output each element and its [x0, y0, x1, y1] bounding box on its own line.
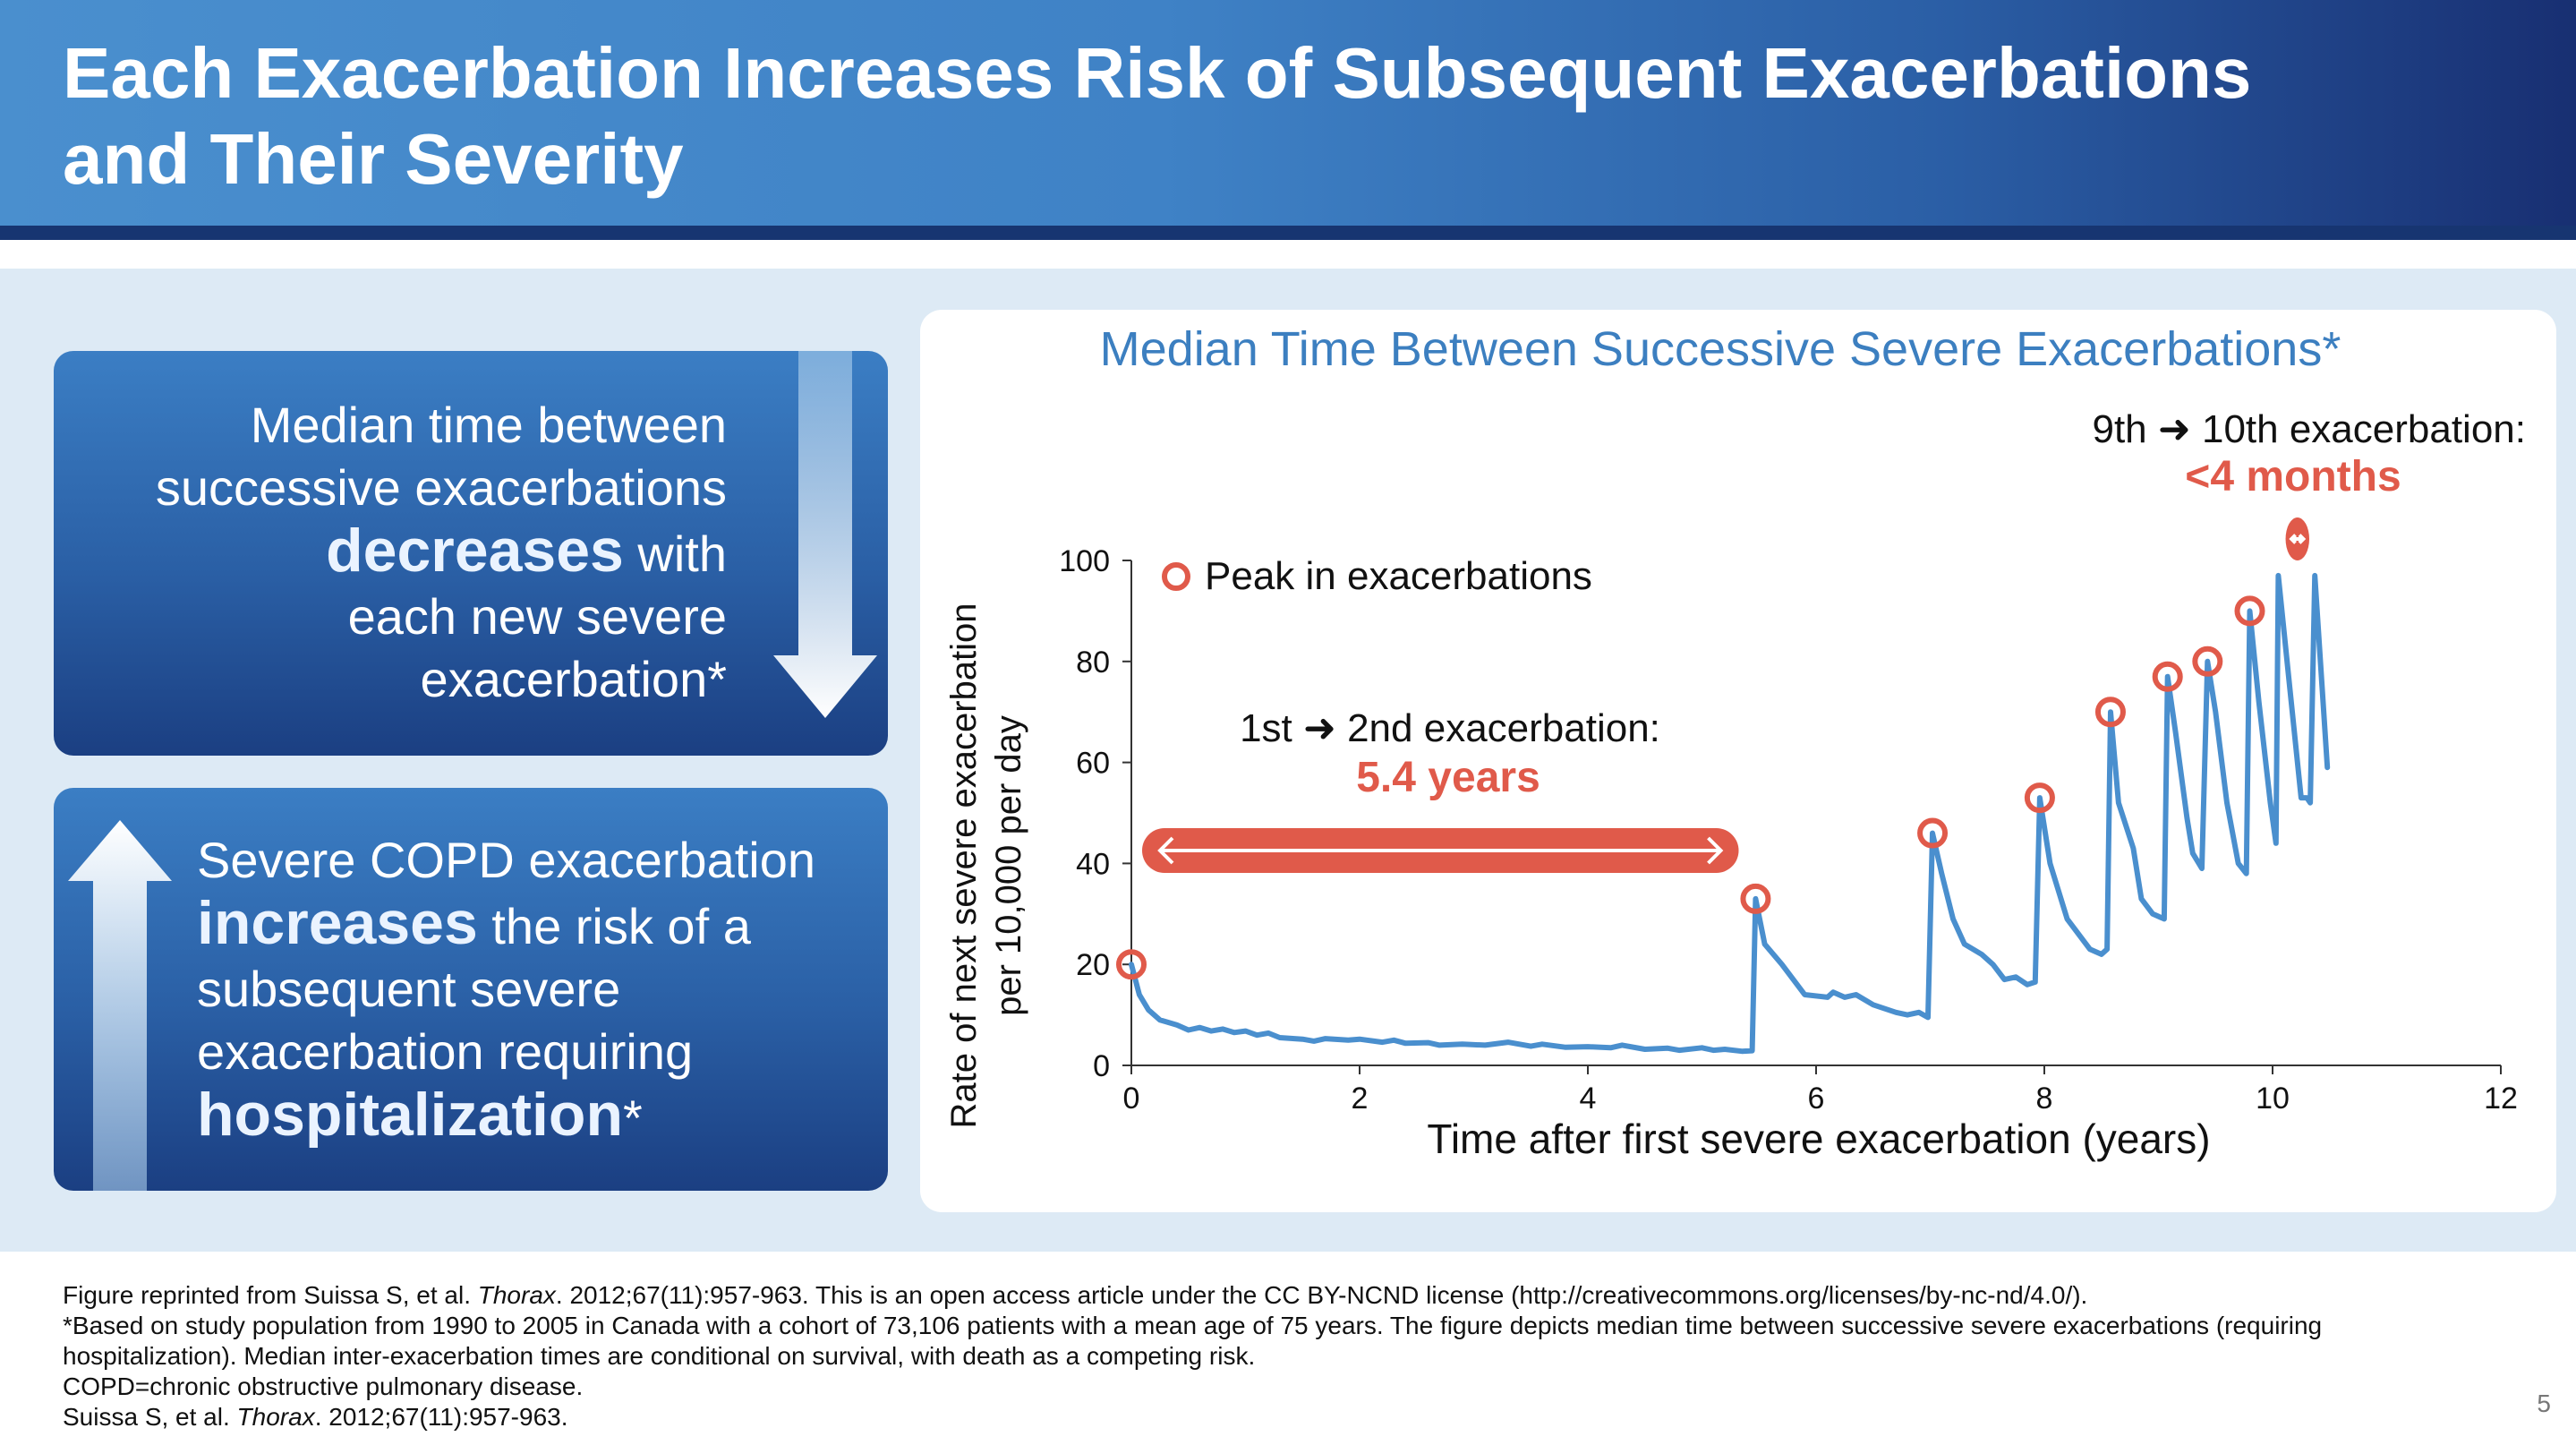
panel-increases: Severe COPD exacerbation increases the r…	[54, 788, 888, 1191]
x-axis-label: Time after first severe exacerbation (ye…	[1427, 1116, 2210, 1162]
arrow-head-left-icon	[1157, 836, 1174, 865]
series-line	[1129, 572, 2331, 1055]
panel-decreases-text: Median time between successive exacerbat…	[82, 394, 727, 711]
peak-marker	[2192, 646, 2223, 677]
peak-marker	[2152, 661, 2183, 692]
x-tick-label: 6	[1808, 1082, 1825, 1116]
y-axis-label-line2: per 10,000 per day	[989, 715, 1028, 1016]
annotation-first-label: 1st ➜ 2nd exacerbation:	[1240, 706, 1660, 750]
slide-title-line2: and Their Severity	[63, 119, 684, 199]
panel-increases-text: Severe COPD exacerbation increases the r…	[197, 829, 877, 1150]
panel-line: hospitalization*	[197, 1081, 643, 1149]
y-tick-label: 80	[1076, 646, 1110, 680]
span-last	[2285, 517, 2309, 560]
peak-marker	[2094, 697, 2126, 728]
peak-marker	[2024, 782, 2055, 814]
header-banner: Each Exacerbation Increases Risk of Subs…	[0, 0, 2576, 226]
series-line-group	[1129, 572, 2331, 1055]
panel-decreases: Median time between successive exacerbat…	[54, 351, 888, 756]
arrow-head-right-icon	[2298, 534, 2307, 544]
panel-line: exacerbation requiring	[197, 1023, 694, 1080]
annotation-first: 1st ➜ 2nd exacerbation: 5.4 years	[1240, 706, 1660, 801]
peak-marker	[1917, 817, 1949, 849]
emphasis-hospitalization: hospitalization	[197, 1081, 623, 1149]
legend-label: Peak in exacerbations	[1205, 554, 1592, 598]
header-underline	[0, 226, 2576, 240]
slide-title-line1: Each Exacerbation Increases Risk of Subs…	[63, 33, 2252, 113]
x-tick-label: 0	[1123, 1082, 1140, 1116]
x-tick-label: 4	[1580, 1082, 1597, 1116]
y-tick-label: 0	[1093, 1049, 1110, 1083]
x-tick-label: 2	[1352, 1082, 1369, 1116]
footnote-line: *Based on study population from 1990 to …	[63, 1312, 2323, 1339]
panel-line: each new severe	[347, 588, 727, 645]
legend-marker-icon	[1162, 562, 1190, 591]
panel-line: subsequent severe	[197, 961, 621, 1017]
y-axis-label: Rate of next severe exacerbation per 10,…	[944, 603, 1028, 1128]
down-arrow-icon	[773, 351, 877, 718]
panel-line: increases the risk of a	[197, 889, 751, 957]
arrow-head-left-icon	[2289, 534, 2297, 544]
y-tick-label: 100	[1059, 544, 1110, 578]
footnote-line: Figure reprinted from Suissa S, et al. T…	[63, 1281, 2088, 1309]
span-first	[1142, 828, 1739, 873]
panel-line: Median time between	[250, 397, 727, 453]
y-tick-label: 40	[1076, 847, 1110, 881]
panel-line: exacerbation*	[420, 651, 727, 707]
y-axis-label-line1: Rate of next severe exacerbation	[944, 603, 984, 1128]
y-tick-label: 20	[1076, 948, 1110, 982]
exacerbation-line-chart: Median Time Between Successive Severe Ex…	[944, 322, 2526, 1162]
footnote-line: COPD=chronic obstructive pulmonary disea…	[63, 1372, 584, 1400]
span-annotations	[1142, 517, 2309, 873]
arrow-head-right-icon	[1707, 836, 1724, 865]
emphasis-increases: increases	[197, 889, 478, 957]
x-tick-label: 12	[2484, 1082, 2518, 1116]
peak-marker	[2234, 595, 2265, 627]
panel-line: successive exacerbations	[155, 459, 727, 516]
annotation-last-label: 9th ➜ 10th exacerbation:	[2092, 407, 2526, 451]
annotation-last: 9th ➜ 10th exacerbation: <4 months	[2092, 407, 2526, 500]
legend: Peak in exacerbations	[1162, 554, 1592, 598]
footnotes: Figure reprinted from Suissa S, et al. T…	[63, 1280, 2515, 1432]
y-tick-label: 60	[1076, 747, 1110, 781]
peak-markers	[1116, 595, 2265, 980]
x-tick-label: 10	[2256, 1082, 2290, 1116]
chart-card: Median Time Between Successive Severe Ex…	[920, 310, 2556, 1212]
tick-labels: 0 2 4 6 8 10 12 0 20 40 60 80 100	[1059, 544, 2518, 1116]
panel-line: Severe COPD exacerbation	[197, 832, 816, 888]
panel-line: decreases with	[326, 517, 727, 585]
x-tick-label: 8	[2036, 1082, 2053, 1116]
annotation-first-value: 5.4 years	[1356, 754, 1540, 801]
footnote-line: hospitalization). Median inter-exacerbat…	[63, 1342, 1256, 1370]
annotation-last-value: <4 months	[2185, 453, 2401, 500]
chart-title: Median Time Between Successive Severe Ex…	[1100, 322, 2341, 376]
emphasis-decreases: decreases	[326, 517, 624, 585]
slide-title: Each Exacerbation Increases Risk of Subs…	[63, 30, 2479, 202]
peak-marker	[1116, 949, 1147, 980]
peak-marker	[1740, 883, 1771, 914]
up-arrow-icon	[68, 820, 172, 1191]
footnote-line: Suissa S, et al. Thorax. 2012;67(11):957…	[63, 1403, 568, 1431]
page-number: 5	[2537, 1389, 2551, 1417]
